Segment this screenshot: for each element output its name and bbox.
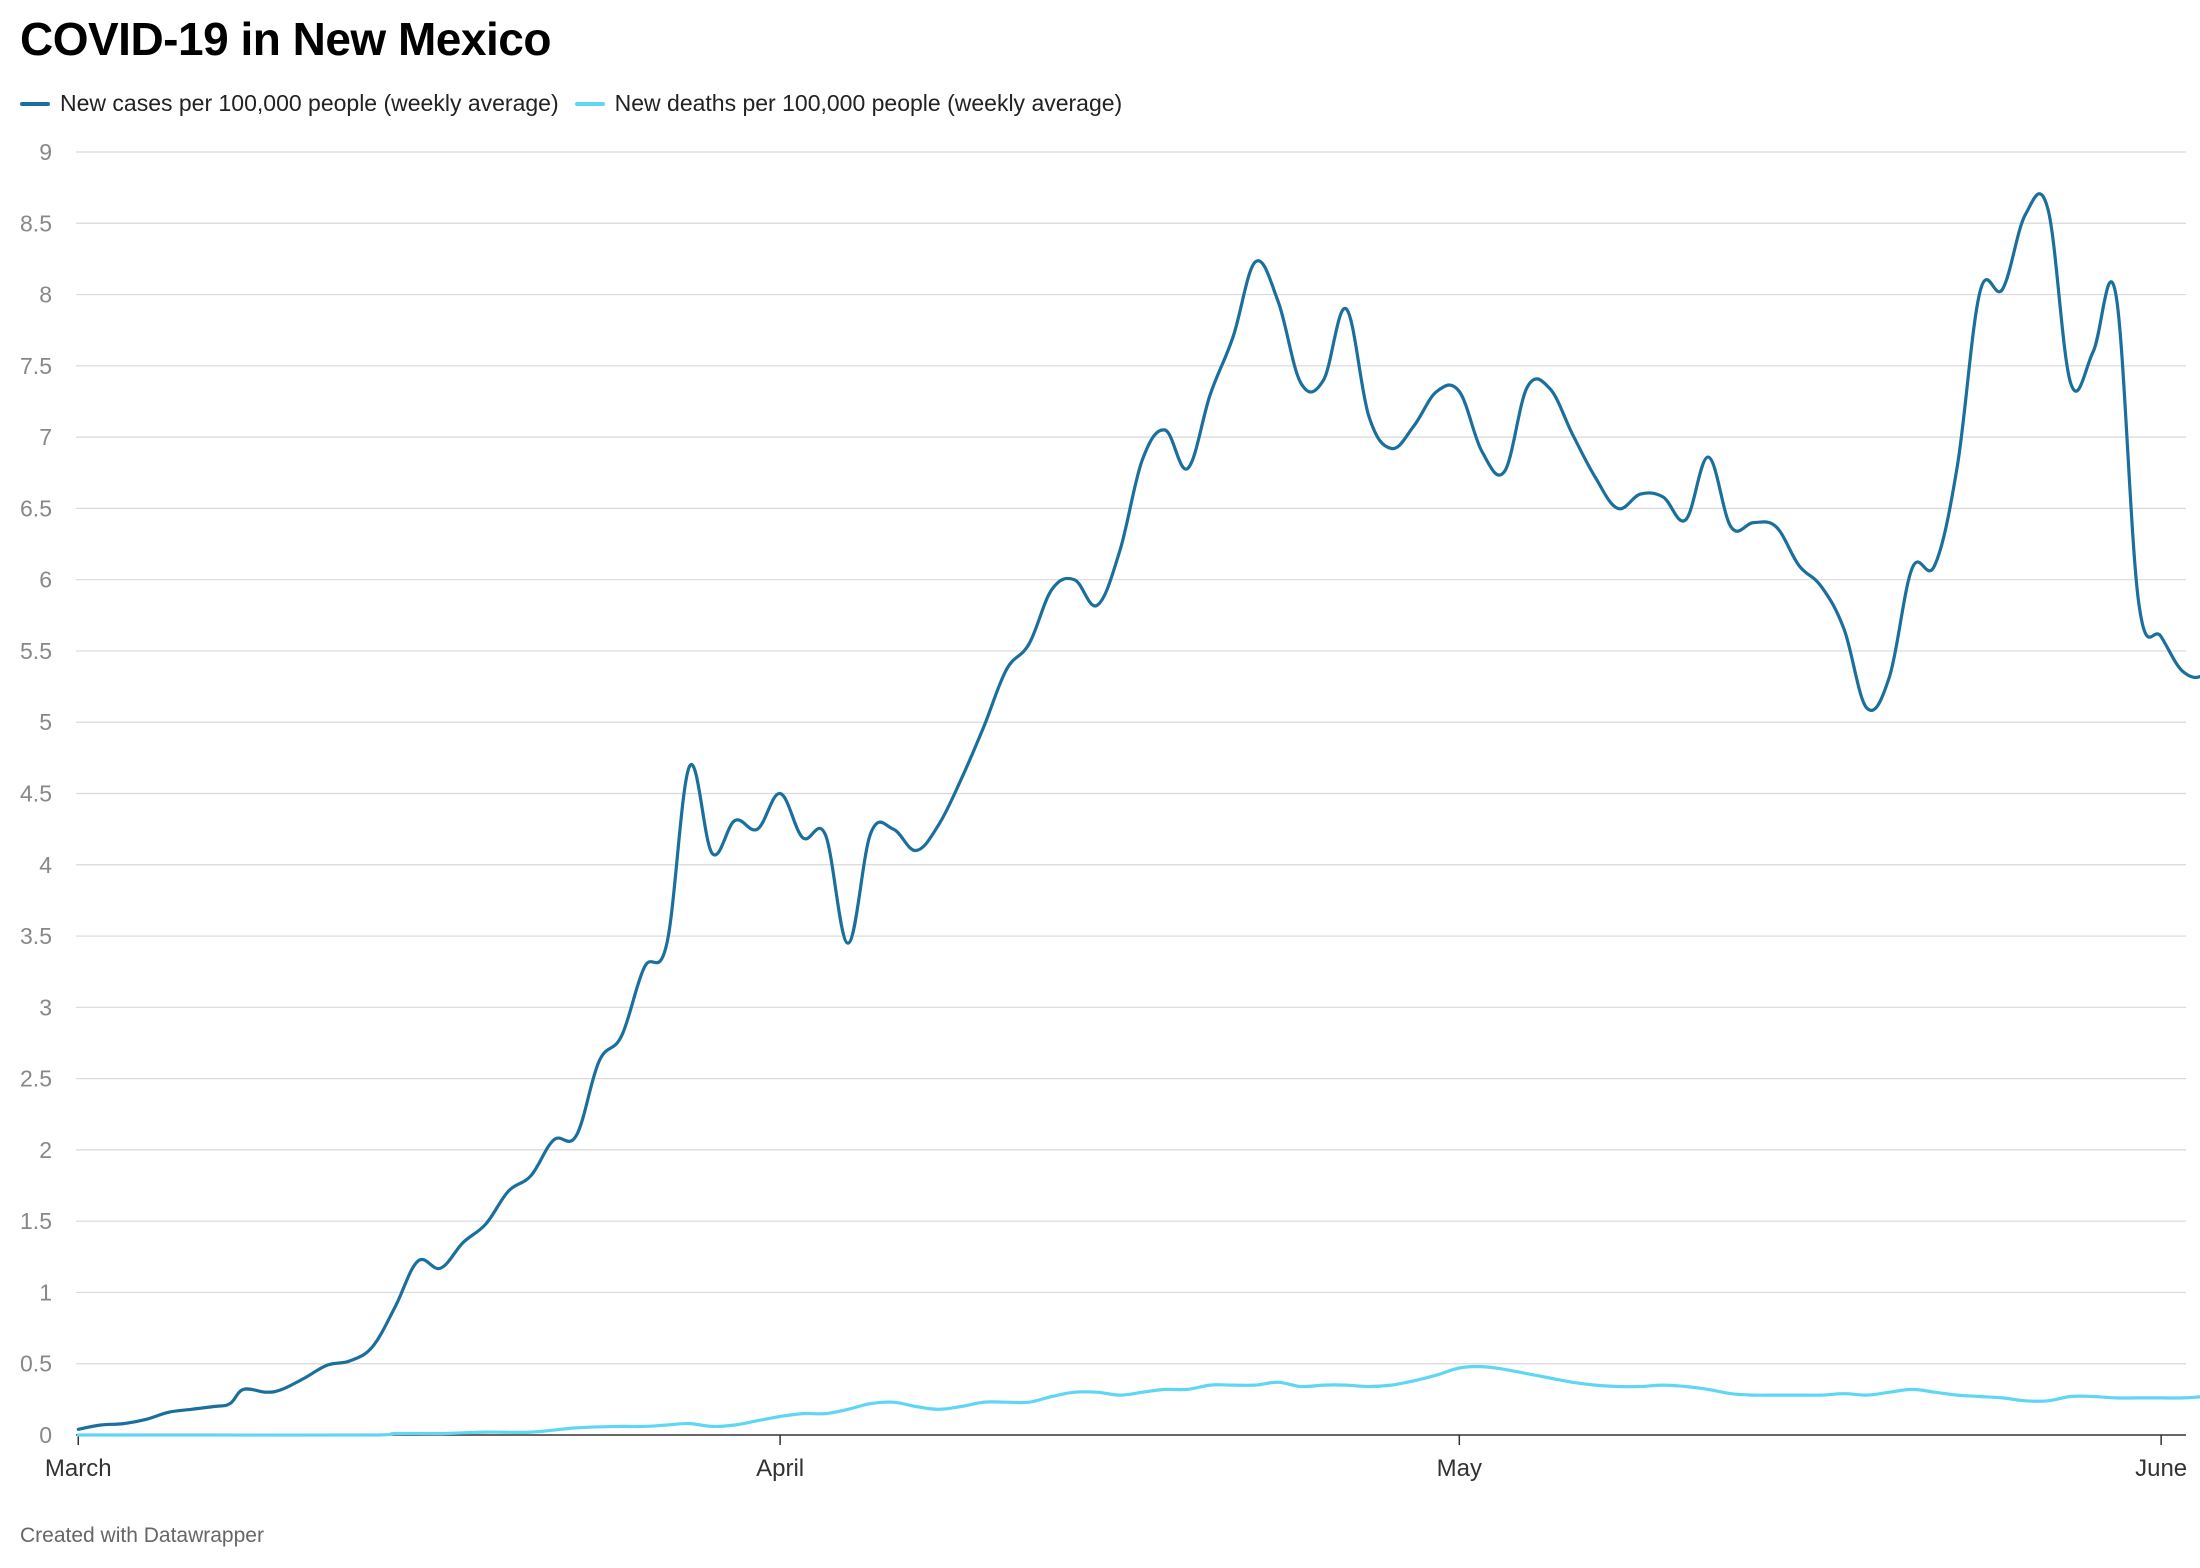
legend: New cases per 100,000 people (weekly ave… [20, 90, 1138, 117]
y-tick-label: 2 [39, 1137, 52, 1163]
y-tick-label: 5 [39, 709, 52, 735]
x-tick-label: June [2135, 1455, 2187, 1482]
y-tick-label: 8.5 [20, 210, 52, 236]
cases-series-line [76, 192, 2200, 1431]
chart-title: COVID-19 in New Mexico [20, 13, 551, 65]
y-tick-label: 7 [39, 424, 52, 450]
x-tick-label: April [756, 1455, 804, 1482]
y-tick-label: 1 [39, 1279, 52, 1305]
y-tick-label: 0.5 [20, 1351, 52, 1377]
y-tick-label: 1.5 [20, 1208, 52, 1234]
y-tick-label: 3 [39, 994, 52, 1020]
y-tick-label: 0 [39, 1422, 52, 1448]
legend-label-deaths: New deaths per 100,000 people (weekly av… [614, 90, 1123, 116]
y-tick-label: 7.5 [20, 353, 52, 379]
y-tick-label: 2.5 [20, 1066, 52, 1092]
legend-swatch-deaths [574, 101, 605, 106]
legend-swatch-cases [20, 101, 50, 106]
x-axis-ticks: March April May June [45, 1435, 2187, 1482]
y-tick-label: 3.5 [20, 923, 52, 949]
y-tick-label: 8 [39, 282, 52, 308]
y-tick-label: 4.5 [20, 781, 52, 807]
x-tick-label: May [1437, 1455, 1482, 1482]
y-tick-label: 5.5 [20, 638, 52, 664]
y-axis-tick-labels: 0 0.5 1 1.5 2 2.5 3 3.5 4 4.5 5 5.5 6 6.5 7 7.5 8 8.5 9 [20, 139, 52, 1448]
gridlines [76, 151, 2186, 1436]
legend-item-cases: New cases per 100,000 people (weekly ave… [20, 90, 559, 117]
y-tick-label: 6.5 [20, 495, 52, 521]
legend-item-deaths: New deaths per 100,000 people (weekly av… [574, 90, 1123, 117]
deaths-series-line [76, 1364, 2200, 1437]
series-lines [76, 192, 2200, 1437]
legend-label-cases: New cases per 100,000 people (weekly ave… [60, 90, 559, 116]
y-tick-label: 9 [39, 139, 52, 165]
x-tick-label: March [45, 1455, 112, 1482]
credit-text: Created with Datawrapper [20, 1524, 264, 1547]
y-tick-label: 6 [39, 567, 52, 593]
y-tick-label: 4 [39, 852, 52, 878]
